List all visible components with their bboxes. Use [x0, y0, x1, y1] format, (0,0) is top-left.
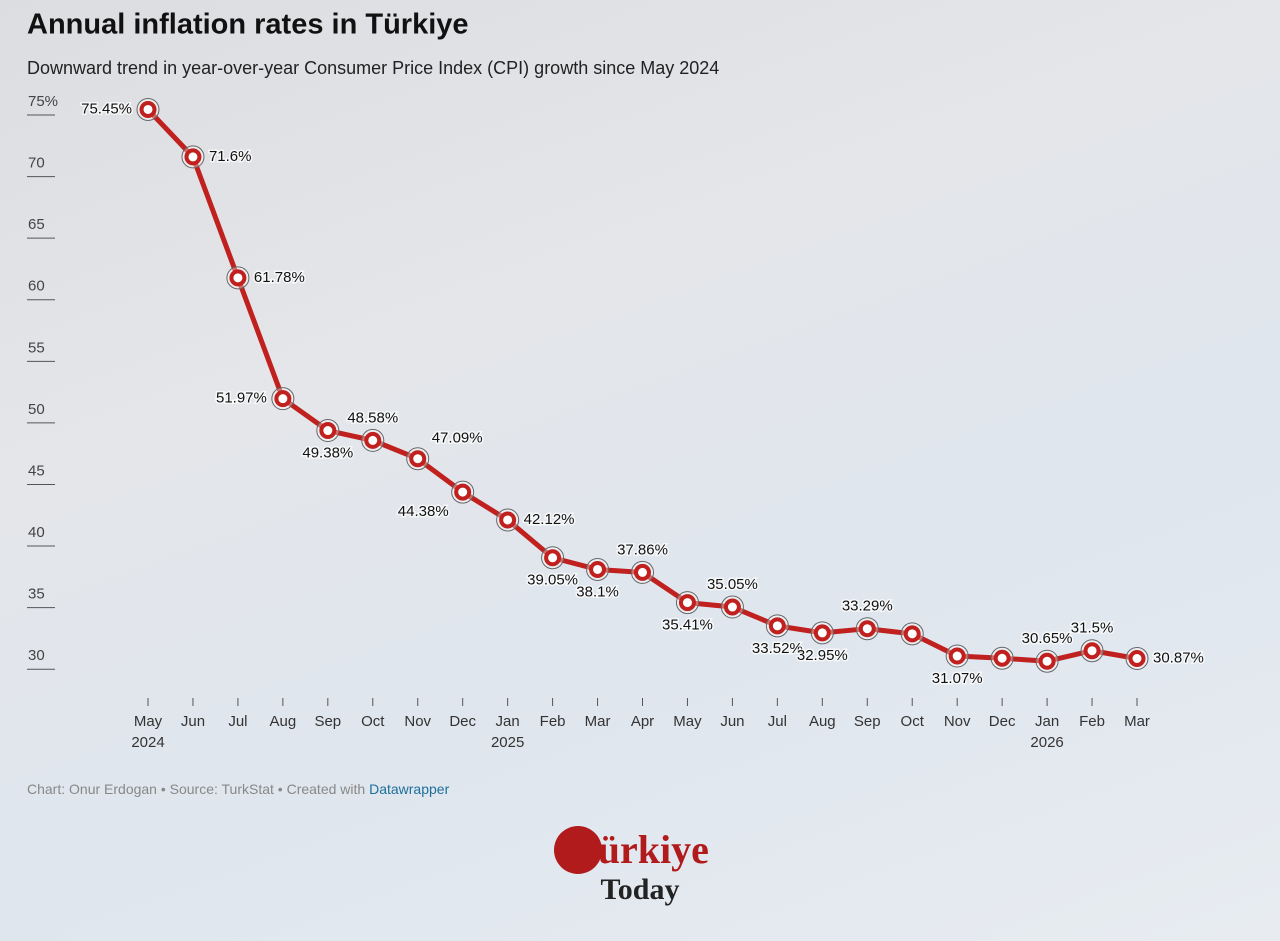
- point: [319, 422, 337, 440]
- data-label: 38.1%: [576, 583, 619, 600]
- point: [1128, 649, 1146, 667]
- point: [499, 511, 517, 529]
- source-text: Chart: Onur Erdogan • Source: TurkStat •…: [27, 781, 365, 797]
- x-tick-label: May: [673, 713, 702, 730]
- data-label: 35.41%: [662, 617, 713, 634]
- point: [139, 100, 157, 118]
- point: [948, 647, 966, 665]
- x-tick-label: Feb: [1079, 713, 1105, 730]
- point: [544, 549, 562, 567]
- x-tick-label: Aug: [270, 713, 297, 730]
- x-tick-label: Nov: [404, 713, 431, 730]
- point: [813, 624, 831, 642]
- point: [768, 617, 786, 635]
- source: Chart: Onur Erdogan • Source: TurkStat •…: [27, 781, 450, 797]
- data-label: 31.07%: [932, 670, 983, 687]
- point: [634, 563, 651, 581]
- y-tick-label: 55: [28, 339, 45, 356]
- point: [454, 483, 472, 501]
- y-tick-label: 65: [28, 216, 45, 233]
- point: [229, 269, 247, 287]
- data-label: 48.58%: [347, 409, 398, 426]
- x-tick-label-line: May: [134, 713, 163, 730]
- x-tick-label: Mar: [1124, 713, 1150, 730]
- x-tick-label: Dec: [449, 713, 476, 730]
- x-tick-label: Sep: [314, 713, 341, 730]
- data-label: 47.09%: [432, 430, 483, 447]
- data-label: 71.6%: [209, 148, 252, 165]
- point: [274, 390, 292, 408]
- x-tick-label: Mar: [585, 713, 611, 730]
- chart-title: Annual inflation rates in Türkiye: [27, 9, 469, 41]
- point: [858, 620, 876, 638]
- logo-subtitle: Today: [601, 873, 680, 906]
- data-label: 30.87%: [1153, 649, 1204, 666]
- source-link[interactable]: Datawrapper: [369, 781, 449, 797]
- point: [903, 625, 921, 643]
- y-tick-label: 60: [28, 278, 45, 295]
- point: [589, 560, 607, 578]
- x-tick-label: Feb: [540, 713, 566, 730]
- data-label: 39.05%: [527, 572, 578, 589]
- logo-badge: [554, 826, 602, 874]
- y-tick-label: 70: [28, 155, 45, 172]
- x-tick-label-line: 2026: [1030, 734, 1063, 751]
- point: [184, 148, 202, 166]
- point: [993, 649, 1011, 667]
- x-tick-label: May 2024: [131, 713, 164, 751]
- x-tick-label: Jul: [228, 713, 247, 730]
- x-tick-label-line: Jan: [496, 713, 520, 730]
- point: [364, 431, 382, 449]
- y-tick-label: 30: [28, 647, 45, 664]
- chart-subtitle: Downward trend in year-over-year Consume…: [27, 58, 719, 78]
- x-tick-label: Nov: [944, 713, 971, 730]
- data-label: 33.52%: [752, 640, 803, 657]
- x-tick-label: Jul: [768, 713, 787, 730]
- y-tick-label: 35: [28, 586, 45, 603]
- x-tick-label-line: 2024: [131, 734, 164, 751]
- x-tick-label: Oct: [361, 713, 385, 730]
- x-tick-label: Dec: [989, 713, 1016, 730]
- data-label: 51.97%: [216, 390, 267, 407]
- data-label: 75.45%: [81, 100, 132, 117]
- x-tick-label: Jan 2026: [1030, 713, 1063, 751]
- data-label: 49.38%: [302, 445, 353, 462]
- x-tick-label-line: Jan: [1035, 713, 1059, 730]
- x-tick-label-line: 2025: [491, 734, 524, 751]
- data-label: 44.38%: [398, 503, 449, 520]
- data-label: 30.65%: [1022, 630, 1073, 647]
- x-tick-label: Oct: [901, 713, 925, 730]
- y-tick-label: 40: [28, 524, 45, 541]
- x-tick-label: Aug: [809, 713, 836, 730]
- point: [723, 598, 741, 616]
- y-tick-label: 45: [28, 462, 45, 479]
- point: [409, 450, 427, 468]
- y-tick-label: 50: [28, 401, 45, 418]
- data-label: 32.95%: [797, 647, 848, 664]
- data-label: 33.29%: [842, 598, 893, 615]
- y-tick-label: 75%: [28, 93, 58, 110]
- point: [678, 594, 696, 612]
- x-tick-label: Apr: [631, 713, 654, 730]
- data-label: 61.78%: [254, 269, 305, 286]
- x-tick-label: Sep: [854, 713, 881, 730]
- data-label: 37.86%: [617, 541, 668, 558]
- logo-title: Türkiye: [571, 827, 709, 872]
- x-tick-label: Jun: [181, 713, 205, 730]
- x-tick-label: Jun: [720, 713, 744, 730]
- data-label: 35.05%: [707, 576, 758, 593]
- point: [1083, 642, 1101, 660]
- x-tick-label: Jan 2025: [491, 713, 524, 751]
- point: [1038, 652, 1056, 670]
- data-label: 42.12%: [524, 511, 575, 528]
- data-label: 31.5%: [1071, 620, 1114, 637]
